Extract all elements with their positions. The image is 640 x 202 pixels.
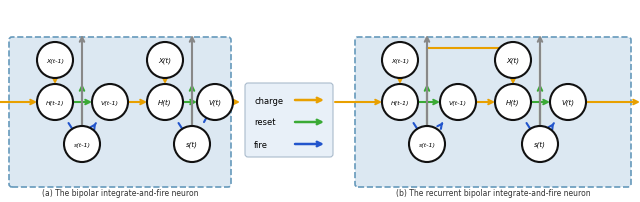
Circle shape <box>147 85 183 120</box>
Circle shape <box>495 43 531 79</box>
Circle shape <box>409 126 445 162</box>
Circle shape <box>92 85 128 120</box>
Text: V(t): V(t) <box>561 99 575 106</box>
Text: V(t-1): V(t-1) <box>449 100 467 105</box>
Text: reset: reset <box>254 118 275 127</box>
Text: fire: fire <box>254 140 268 149</box>
Text: H(t): H(t) <box>158 99 172 106</box>
Text: (a) The bipolar integrate-and-fire neuron: (a) The bipolar integrate-and-fire neuro… <box>42 188 198 197</box>
Circle shape <box>550 85 586 120</box>
Circle shape <box>382 85 418 120</box>
Circle shape <box>440 85 476 120</box>
Circle shape <box>37 43 73 79</box>
Text: (b) The recurrent bipolar integrate-and-fire neuron: (b) The recurrent bipolar integrate-and-… <box>396 188 590 197</box>
Text: s(t): s(t) <box>534 141 546 148</box>
Text: H(t-1): H(t-1) <box>391 100 409 105</box>
Text: s(t-1): s(t-1) <box>74 142 90 147</box>
Text: X(t): X(t) <box>159 57 172 64</box>
Text: s(t-1): s(t-1) <box>419 142 435 147</box>
Circle shape <box>37 85 73 120</box>
Circle shape <box>382 43 418 79</box>
Circle shape <box>197 85 233 120</box>
FancyBboxPatch shape <box>245 84 333 157</box>
Circle shape <box>522 126 558 162</box>
FancyBboxPatch shape <box>9 38 231 187</box>
FancyBboxPatch shape <box>355 38 631 187</box>
Text: s(t): s(t) <box>186 141 198 148</box>
Text: H(t): H(t) <box>506 99 520 106</box>
Text: H(t-1): H(t-1) <box>45 100 64 105</box>
Text: V(t): V(t) <box>209 99 221 106</box>
Text: V(t-1): V(t-1) <box>101 100 119 105</box>
Circle shape <box>174 126 210 162</box>
Text: X(t): X(t) <box>506 57 520 64</box>
Circle shape <box>147 43 183 79</box>
Text: X(t-1): X(t-1) <box>391 58 409 63</box>
Circle shape <box>495 85 531 120</box>
Text: charge: charge <box>254 96 283 105</box>
Circle shape <box>64 126 100 162</box>
Text: X(t-1): X(t-1) <box>46 58 64 63</box>
